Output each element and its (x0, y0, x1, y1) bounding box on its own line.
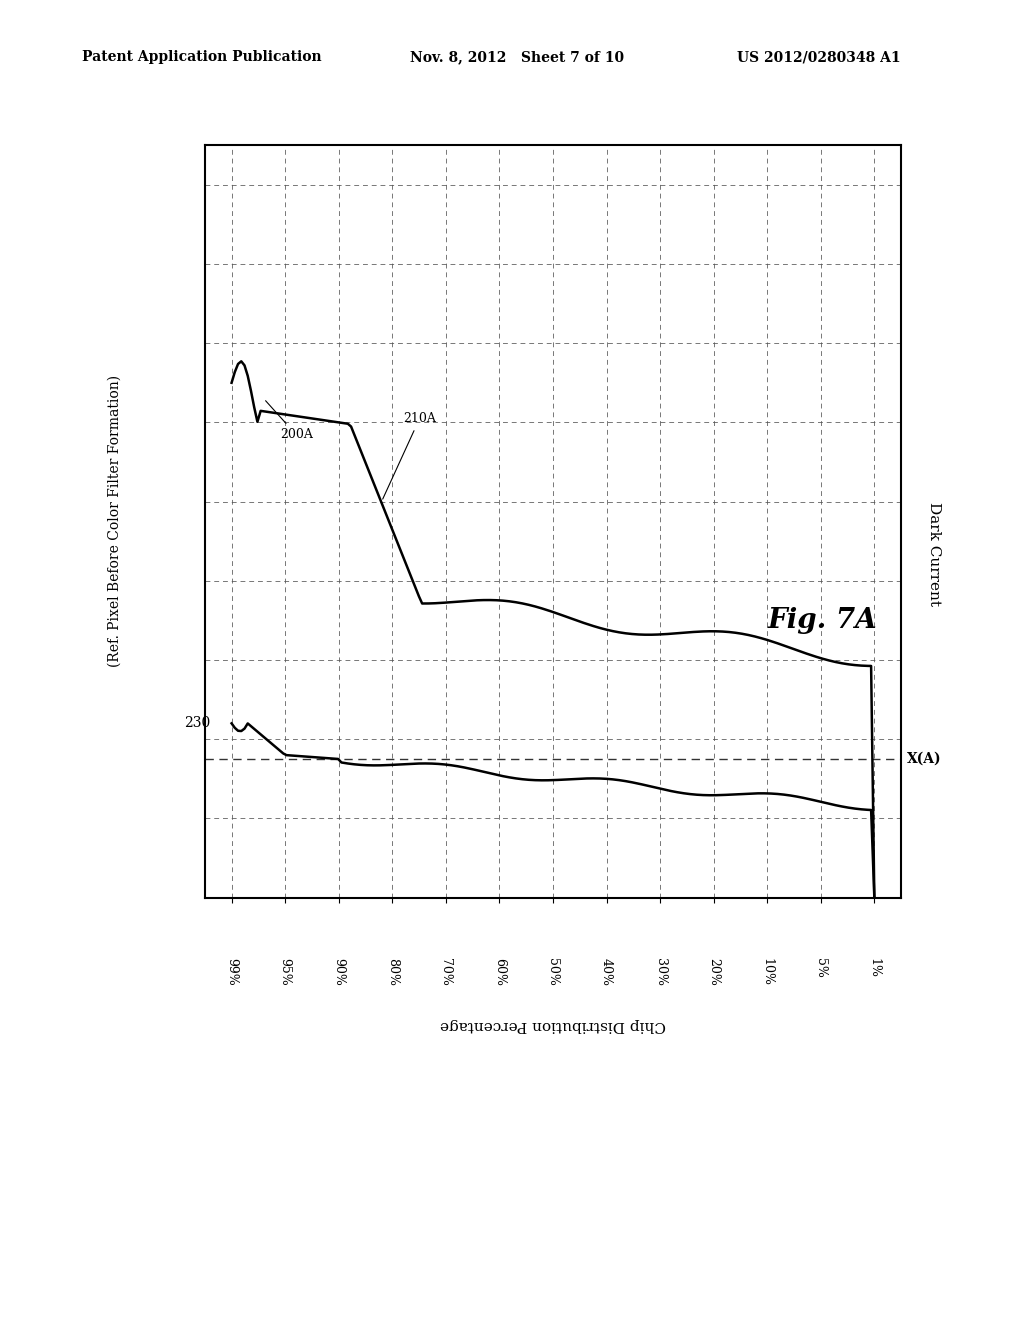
Text: 5%: 5% (814, 958, 827, 978)
Text: 40%: 40% (600, 958, 613, 986)
Text: 210A: 210A (383, 412, 436, 499)
Text: 10%: 10% (761, 958, 774, 986)
Text: Fig. 7A: Fig. 7A (768, 607, 878, 634)
Text: Patent Application Publication: Patent Application Publication (82, 50, 322, 65)
Text: 200A: 200A (265, 401, 312, 441)
Text: 60%: 60% (493, 958, 506, 986)
Text: Nov. 8, 2012   Sheet 7 of 10: Nov. 8, 2012 Sheet 7 of 10 (410, 50, 624, 65)
Text: 99%: 99% (225, 958, 239, 986)
Text: X(A): X(A) (906, 752, 941, 766)
Text: 95%: 95% (279, 958, 292, 986)
Text: 50%: 50% (547, 958, 559, 986)
Text: 70%: 70% (439, 958, 453, 986)
Text: 30%: 30% (653, 958, 667, 986)
Text: Chip Distribution Percentage: Chip Distribution Percentage (440, 1018, 666, 1032)
Text: 80%: 80% (386, 958, 398, 986)
Text: 1%: 1% (867, 958, 881, 978)
Text: US 2012/0280348 A1: US 2012/0280348 A1 (737, 50, 901, 65)
Text: Dark Current: Dark Current (927, 503, 941, 606)
Text: (Ref. Pixel Before Color Filter Formation): (Ref. Pixel Before Color Filter Formatio… (108, 375, 121, 668)
Text: 20%: 20% (708, 958, 720, 986)
Text: 90%: 90% (332, 958, 345, 986)
Text: 230: 230 (184, 717, 210, 730)
